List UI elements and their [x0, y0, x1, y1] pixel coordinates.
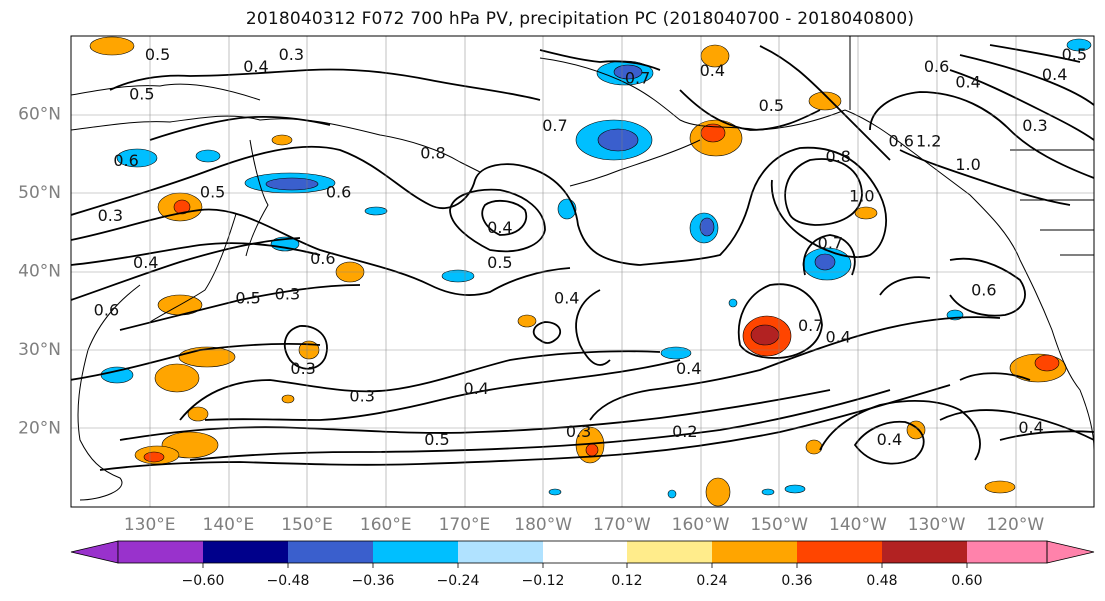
contour-label: 0.4 [676, 359, 701, 378]
colorbar-segment [797, 541, 882, 563]
contour-label: 0.7 [818, 234, 843, 253]
contour-label: 0.4 [554, 288, 579, 307]
lon-tick-label: 150°E [281, 515, 333, 535]
contour-label: 0.4 [1042, 65, 1067, 84]
contour-label: 0.2 [672, 422, 697, 441]
colorbar-tick-labels: −0.60 −0.48 −0.36 −0.24 −0.12 0.12 0.24 0.36 0.4… [182, 563, 983, 589]
colorbar-segment [458, 541, 543, 563]
colorbar-segment [203, 541, 288, 563]
lat-tick-label: 40°N [18, 262, 61, 282]
coastlines [71, 36, 1094, 501]
contour-label: 0.6 [310, 249, 335, 268]
contour-label: 0.5 [200, 183, 225, 202]
contour-label: 0.3 [290, 359, 315, 378]
colorbar: −0.60 −0.48 −0.36 −0.24 −0.12 0.12 0.24 0.36 0.4… [70, 540, 1095, 589]
pv-contours [71, 44, 1094, 471]
contour-label: 1.2 [916, 131, 941, 150]
colorbar-tick-label: −0.36 [352, 573, 395, 589]
lon-tick-label: 130°W [908, 515, 966, 535]
lon-tick-label: 150°W [750, 515, 808, 535]
contour-label: 0.6 [971, 281, 996, 300]
latitude-axis: 20°N 30°N 40°N 50°N 60°N [18, 105, 61, 439]
contour-label: 0.7 [798, 316, 823, 335]
colorbar-segment [882, 541, 967, 563]
lon-tick-label: 160°E [360, 515, 412, 535]
contour-label: 0.4 [243, 57, 268, 76]
contour-label: 0.4 [826, 328, 851, 347]
lon-tick-label: 130°E [124, 515, 176, 535]
lat-tick-label: 50°N [18, 183, 61, 203]
contour-label: 0.5 [145, 45, 170, 64]
contour-label: 0.3 [1022, 116, 1047, 135]
contour-label: 0.5 [129, 84, 154, 103]
contour-label: 0.3 [349, 387, 374, 406]
colorbar-tick-label: 0.48 [866, 573, 897, 589]
contour-label: 0.4 [700, 61, 725, 80]
lat-tick-label: 30°N [18, 340, 61, 360]
colorbar-max-triangle [1046, 540, 1095, 564]
colorbar-tick-label: −0.60 [182, 573, 225, 589]
colorbar-tick-label: −0.48 [267, 573, 310, 589]
lon-tick-label: 120°W [986, 515, 1044, 535]
contour-label: 0.3 [279, 45, 304, 64]
colorbar-tick-label: −0.12 [522, 573, 565, 589]
colorbar-frame [117, 540, 1048, 564]
colorbar-segment [967, 541, 1047, 563]
colorbar-segment [373, 541, 458, 563]
lon-tick-label: 140°E [203, 515, 255, 535]
contour-label: 0.6 [924, 57, 949, 76]
lon-tick-label: 160°W [672, 515, 730, 535]
colorbar-segment [627, 541, 712, 563]
map-frame [70, 35, 1095, 508]
contour-label: 0.4 [955, 73, 980, 92]
colorbar-segment [288, 541, 373, 563]
contour-label: 0.5 [1062, 45, 1087, 64]
contour-label: 0.3 [98, 206, 123, 225]
colorbar-tick-label: 0.36 [781, 573, 812, 589]
colorbar-tick-label: 0.60 [951, 573, 982, 589]
colorbar-segment [543, 541, 627, 563]
contour-label: 0.3 [566, 422, 591, 441]
colorbar-tick-label: 0.12 [611, 573, 642, 589]
contour-label: 0.3 [275, 285, 300, 304]
colorbar-tick-label: −0.24 [437, 573, 480, 589]
contour-label: 0.4 [487, 218, 512, 237]
contour-label: 0.4 [877, 430, 902, 449]
contour-label: 0.8 [826, 147, 851, 166]
contour-label: 0.4 [464, 379, 489, 398]
lon-tick-label: 170°W [593, 515, 651, 535]
colorbar-min-triangle [70, 540, 119, 564]
contour-label: 0.5 [759, 96, 784, 115]
lat-tick-label: 20°N [18, 419, 61, 439]
contour-label: 0.7 [542, 116, 567, 135]
contour-label: 1.0 [849, 186, 874, 205]
contour-label: 0.6 [94, 300, 119, 319]
contour-label: 0.5 [235, 288, 260, 307]
colorbar-tick-label: 0.24 [696, 573, 727, 589]
contour-label: 0.8 [420, 143, 445, 162]
lon-tick-label: 180°W [514, 515, 572, 535]
contour-label: 0.4 [1018, 418, 1043, 437]
contour-label: 0.6 [326, 183, 351, 202]
contour-label: 0.4 [133, 253, 158, 272]
contour-label: 1.0 [955, 155, 980, 174]
contour-label: 0.6 [113, 151, 138, 170]
contour-label: 0.5 [424, 430, 449, 449]
pv-contour-labels: 0.5 0.30.40.50.60.5 0.60.30.40.60.60.5 0.30… [94, 45, 1087, 449]
lat-tick-label: 60°N [18, 105, 61, 125]
colorbar-segment [118, 541, 203, 563]
gridlines [71, 36, 1094, 507]
contour-label: 0.7 [625, 69, 650, 88]
map-title: 2018040312 F072 700 hPa PV, precipitatio… [245, 9, 915, 29]
contour-label: 0.6 [888, 131, 913, 150]
lon-tick-label: 140°W [829, 515, 887, 535]
lon-tick-label: 170°E [439, 515, 491, 535]
colorbar-segment [712, 541, 797, 563]
longitude-axis: 130°E 140°E 150°E 160°E 170°E 180°W 170°W 160°W… [124, 515, 1045, 535]
precip-shading [89, 36, 1092, 507]
contour-label: 0.5 [487, 253, 512, 272]
